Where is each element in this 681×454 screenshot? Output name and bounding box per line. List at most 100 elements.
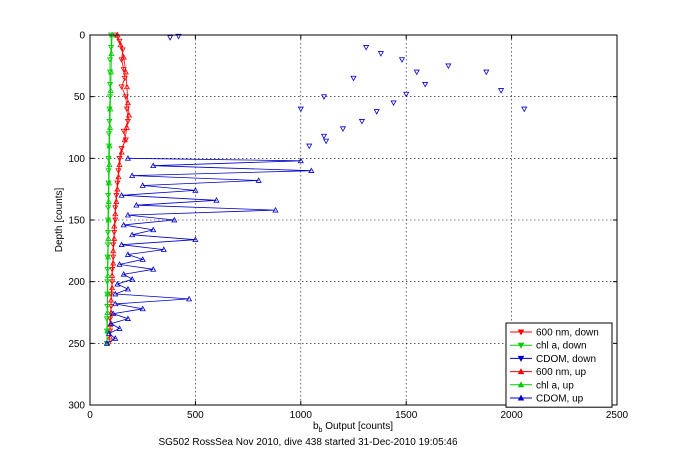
ticks: 0 500 1000 1500 2000 2500 0 50 100 150 200 250 300: [68, 31, 628, 422]
legend-marker: [517, 329, 525, 336]
data-point: [358, 119, 366, 125]
data-point: [521, 106, 528, 113]
y-tick-label: 0: [79, 31, 85, 42]
data-point: [108, 291, 115, 298]
x-tick-label: 1500: [395, 410, 418, 421]
legend-box: [505, 322, 613, 408]
data-point: [123, 124, 130, 130]
series-2: [167, 33, 528, 150]
data-point: [150, 226, 157, 233]
data-point: [320, 133, 328, 140]
data-point: [105, 330, 113, 336]
data-point: [160, 246, 167, 252]
x-axis-label-main: b: [313, 421, 319, 432]
data-point: [124, 211, 132, 218]
data-point: [445, 63, 452, 70]
data-point: [111, 235, 118, 241]
series-line: [109, 34, 130, 338]
data-point: [175, 33, 182, 40]
data-point: [105, 253, 112, 260]
legend-entry: chl a, down: [510, 341, 587, 352]
data-point: [110, 259, 117, 266]
data-point: [120, 128, 127, 135]
data-point: [125, 111, 133, 118]
data-point: [124, 285, 132, 292]
x-tick-label: 2500: [606, 410, 629, 421]
data-point: [123, 83, 130, 90]
data-point: [112, 290, 119, 297]
data-point: [272, 206, 279, 213]
data-point: [114, 185, 121, 192]
data-point: [106, 333, 114, 340]
data-point: [105, 216, 112, 223]
data-point: [119, 47, 126, 54]
y-tick-label: 50: [74, 92, 86, 103]
data-point: [116, 325, 123, 331]
data-point: [129, 172, 136, 178]
data-point: [118, 192, 125, 198]
legend-marker: [517, 394, 525, 401]
data-point: [106, 142, 113, 149]
y-tick-label: 250: [68, 339, 85, 350]
legend-entry: chl a, up: [510, 380, 574, 391]
data-point: [113, 198, 120, 204]
data-point: [323, 138, 330, 145]
data-point: [104, 267, 111, 273]
data-point: [150, 266, 157, 272]
data-point: [124, 251, 132, 257]
data-point: [129, 275, 136, 282]
data-point: [192, 187, 199, 193]
legend-label: CDOM, up: [536, 394, 584, 405]
data-point: [106, 316, 114, 322]
x-tick-label: 1000: [290, 410, 313, 421]
x-axis-label-sub: b: [319, 427, 323, 434]
legend-marker: [517, 342, 525, 349]
data-point: [118, 84, 125, 91]
y-tick-label: 200: [68, 277, 85, 288]
data-point: [150, 162, 157, 169]
data-point: [122, 68, 129, 75]
data-point: [110, 242, 117, 248]
x-axis-label: bb Output [counts]: [313, 421, 393, 434]
data-point: [117, 41, 124, 48]
data-point: [111, 222, 118, 229]
data-point: [122, 94, 129, 100]
data-point: [112, 205, 119, 211]
chart-caption: SG502 RossSea Nov 2010, dive 438 started…: [158, 437, 458, 448]
x-axis-label-rest: Output [counts]: [322, 421, 393, 432]
data-point: [483, 69, 490, 76]
y-tick-label: 300: [68, 401, 85, 412]
data-point: [377, 51, 384, 57]
series-5: [103, 155, 315, 346]
data-point: [114, 280, 121, 287]
data-point: [120, 67, 127, 73]
data-point: [104, 230, 111, 236]
data-point: [413, 69, 420, 76]
data-point: [115, 168, 122, 174]
data-point: [106, 124, 114, 130]
data-point: [297, 106, 304, 113]
data-point: [114, 180, 121, 187]
data-point: [297, 157, 304, 164]
legend-entry: CDOM, down: [510, 354, 596, 365]
data-point: [107, 87, 114, 93]
data-point: [422, 82, 429, 88]
data-point: [110, 310, 117, 317]
legend-label: 600 nm, down: [536, 328, 599, 339]
data-point: [185, 295, 193, 302]
data-point: [398, 57, 406, 63]
data-point: [116, 38, 123, 45]
legend-marker: [517, 368, 525, 375]
legend-entry: 600 nm, down: [510, 328, 599, 339]
data-point: [339, 126, 347, 132]
data-point: [105, 205, 112, 211]
data-point: [124, 315, 132, 321]
data-point: [124, 99, 132, 106]
series-line: [106, 157, 312, 344]
data-point: [112, 300, 119, 307]
legend-entry: CDOM, up: [510, 394, 584, 405]
data-point: [107, 105, 114, 112]
y-tick-label: 100: [68, 154, 85, 165]
data-point: [124, 155, 132, 161]
